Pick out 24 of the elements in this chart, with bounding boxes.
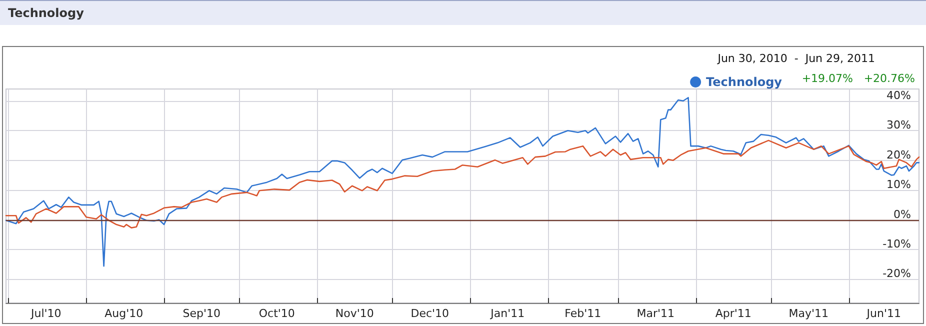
text: +19.07% (802, 72, 854, 85)
x-tick-label: Jan'11 (490, 307, 525, 320)
x-tick-label: Jun'11 (866, 307, 901, 320)
y-tick-label: 40% (886, 88, 911, 102)
x-tick-label: Nov'10 (335, 307, 374, 320)
x-tick-label: Jul'10 (30, 307, 62, 320)
x-tick-label: Dec'10 (410, 307, 450, 320)
x-tick-label: Oct'10 (258, 307, 295, 320)
y-tick-label: 10% (886, 178, 911, 192)
y-tick-label: 0% (894, 208, 911, 221)
chart-subtitle: Jun 30, 2010 - Jun 29, 2011 (716, 52, 876, 65)
y-tick-label: 30% (886, 118, 911, 132)
chart-title: Technology (8, 6, 84, 20)
x-tick-label: Sep'10 (182, 307, 221, 320)
legend-label: Technology (706, 75, 782, 89)
text: +20.76% (864, 72, 916, 85)
x-tick-label: Mar'11 (636, 307, 675, 320)
x-tick-label: May'11 (788, 307, 829, 320)
y-tick-label: -20% (882, 267, 911, 280)
x-tick-label: Aug'10 (104, 307, 144, 320)
x-tick-label: Apr'11 (715, 307, 752, 320)
y-tick-label: 20% (886, 148, 911, 162)
y-tick-label: -10% (882, 238, 911, 250)
x-tick-label: Feb'11 (564, 307, 602, 320)
